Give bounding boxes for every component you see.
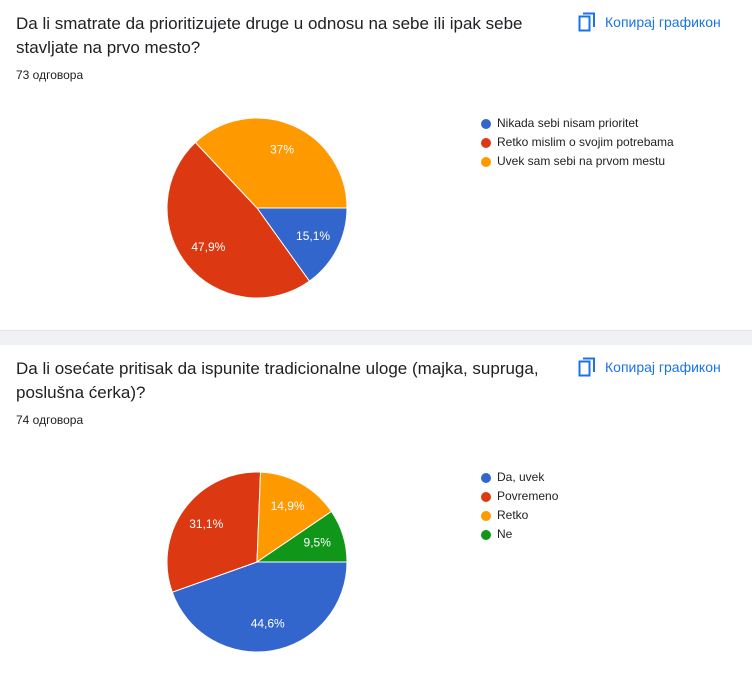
legend-marker: [481, 138, 491, 148]
legend-marker: [481, 157, 491, 167]
pie-slice: [256, 471, 333, 563]
pie-slice: [256, 207, 348, 282]
pie-chart: 44,6% 31,1% 14,9% 9,5% Da, uvek Povremeno Retk…: [166, 470, 559, 653]
legend-label: Retko mislim o svojim potrebama: [497, 135, 674, 149]
chart-card: Da li osećate pritisak da ispunite tradi…: [0, 345, 752, 679]
legend-label: Retko: [497, 508, 529, 522]
copy-chart-label: Копирај графикон: [605, 14, 721, 30]
legend-label: Povremeno: [497, 489, 559, 503]
pie-slice: [171, 561, 348, 653]
chart-card: Da li smatrate da prioritizujete druge u…: [0, 0, 752, 330]
chart-title: Da li osećate pritisak da ispunite tradi…: [16, 359, 539, 402]
legend-marker: [481, 492, 491, 502]
slice-label: 14,9%: [271, 499, 305, 513]
pie-slice: [166, 141, 311, 299]
slice-label: 37%: [270, 142, 294, 156]
slice-label: 44,6%: [251, 616, 285, 630]
copy-icon: [578, 12, 595, 32]
pie-chart: 15,1% 47,9% 37% Nikada sebi nisam prioritet…: [166, 116, 674, 299]
legend-marker: [481, 511, 491, 521]
copy-icon: [578, 357, 595, 377]
legend-label: Uvek sam sebi na prvom mestu: [497, 154, 665, 168]
separator: [0, 330, 752, 345]
chart-title: Da li smatrate da prioritizujete druge u…: [16, 14, 523, 57]
slice-label: 31,1%: [189, 517, 223, 531]
response-count: 73 одговора: [16, 68, 84, 82]
copy-chart-button[interactable]: Копирај графикон: [578, 355, 721, 379]
legend-label: Da, uvek: [497, 470, 545, 484]
slice-label: 47,9%: [191, 240, 225, 254]
pie-slice: [194, 117, 348, 209]
legend-marker: [481, 119, 491, 129]
legend-label: Ne: [497, 527, 513, 541]
slice-label: 15,1%: [296, 229, 330, 243]
legend-label: Nikada sebi nisam prioritet: [497, 116, 639, 130]
response-count: 74 одговора: [16, 413, 84, 427]
pie-slice: [255, 510, 348, 563]
slice-label: 9,5%: [304, 536, 332, 550]
legend-marker: [481, 473, 491, 483]
pie-slice: [166, 471, 262, 593]
copy-chart-button[interactable]: Копирај графикон: [578, 10, 721, 34]
legend-marker: [481, 530, 491, 540]
copy-chart-label: Копирај графикон: [605, 359, 721, 375]
